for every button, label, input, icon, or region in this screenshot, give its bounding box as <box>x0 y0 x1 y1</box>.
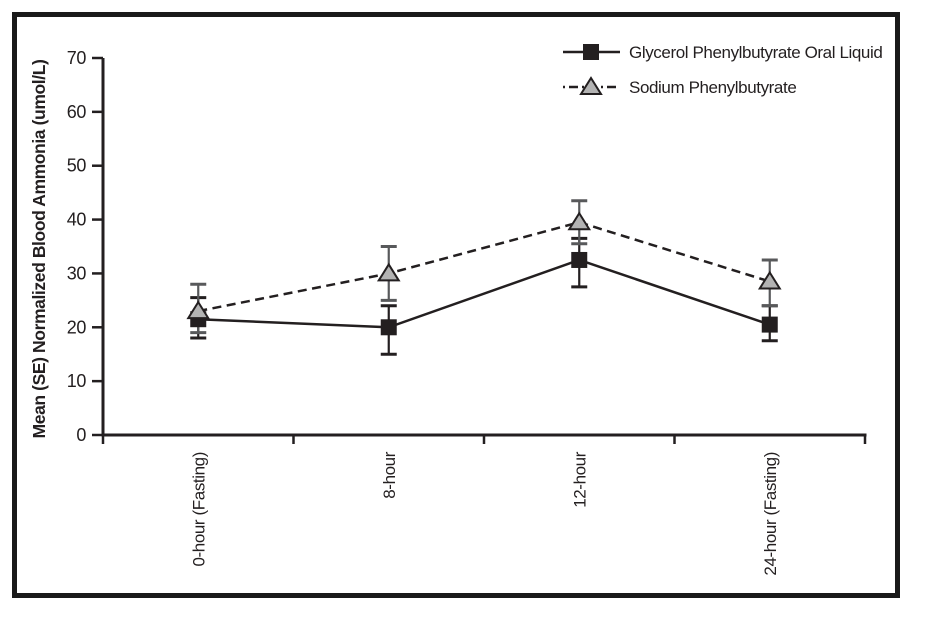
y-tick-label: 50 <box>67 156 87 176</box>
legend-square-marker-icon <box>583 44 599 60</box>
x-category-label: 12-hour <box>570 451 589 508</box>
chart-frame: 0 10 20 30 40 50 60 70 0-hour (Fasting) 8-hour 12-… <box>12 12 900 598</box>
y-tick-label: 30 <box>67 263 87 283</box>
y-tick-label: 40 <box>67 210 87 230</box>
series-line-glycerol <box>198 258 771 329</box>
x-category-label: 8-hour <box>380 451 399 498</box>
y-tick-label: 60 <box>67 102 87 122</box>
y-tick-label: 10 <box>67 371 87 391</box>
marker-triangle-sodium <box>757 270 782 290</box>
marker-triangle-sodium <box>567 211 592 231</box>
legend-label-glycerol: Glycerol Phenylbutyrate Oral Liquid <box>629 43 882 62</box>
legend-item-sodium: Sodium Phenylbutyrate <box>563 76 797 97</box>
marker-triangle-sodium <box>186 300 211 320</box>
y-tick-label: 0 <box>76 425 86 445</box>
y-axis-title: Mean (SE) Normalized Blood Ammonia (umol… <box>29 60 49 439</box>
series-line-sodium <box>198 220 771 313</box>
x-category-label: 0-hour (Fasting) <box>189 452 208 567</box>
legend-item-glycerol: Glycerol Phenylbutyrate Oral Liquid <box>563 43 883 62</box>
y-tick-label: 20 <box>67 317 87 337</box>
marker-square-glycerol <box>380 319 397 336</box>
legend: Glycerol Phenylbutyrate Oral Liquid Sodi… <box>563 43 883 97</box>
marker-square-glycerol <box>571 251 588 268</box>
legend-triangle-marker-icon <box>579 76 603 95</box>
legend-label-sodium: Sodium Phenylbutyrate <box>629 78 796 97</box>
y-tick-label: 70 <box>67 48 87 68</box>
ammonia-line-chart: 0 10 20 30 40 50 60 70 0-hour (Fasting) 8-hour 12-… <box>29 43 883 576</box>
plot-area: 0 10 20 30 40 50 60 70 0-hour (Fasting) 8-hour 12-… <box>67 48 867 576</box>
x-category-label: 24-hour (Fasting) <box>761 452 780 576</box>
marker-triangle-sodium <box>376 262 401 282</box>
marker-square-glycerol <box>761 316 778 333</box>
